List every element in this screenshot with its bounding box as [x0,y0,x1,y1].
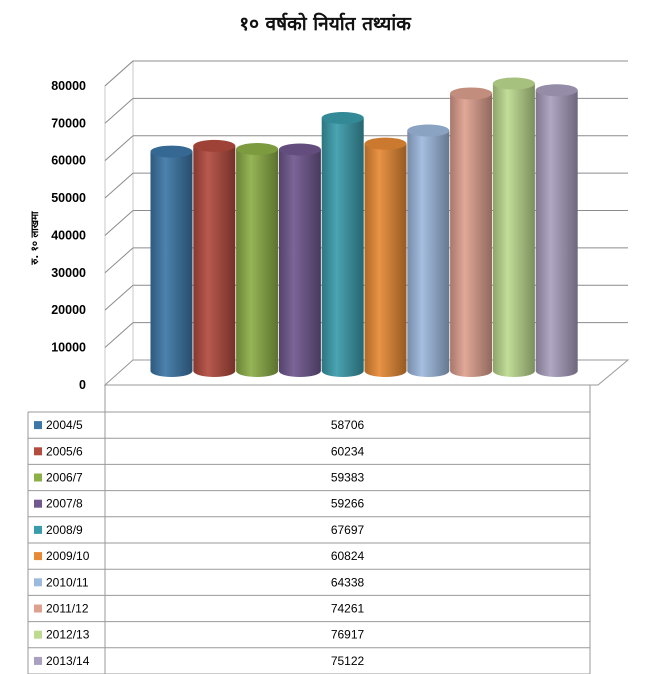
data-label: 58706 [331,418,365,432]
legend-swatch [34,552,42,561]
bar [236,143,279,377]
category-label: 2013/14 [46,654,90,668]
bar-top [450,87,493,100]
bars [150,77,578,378]
bar-body [450,93,493,377]
bar-top [321,111,364,124]
legend-swatch [34,473,42,482]
category-label: 2011/12 [46,602,89,616]
data-label: 59266 [331,497,365,511]
y-tick-label: 30000 [51,266,86,280]
legend-swatch [34,421,42,430]
category-label: 2012/13 [46,628,90,642]
bar-top [150,145,193,158]
legend-swatch [34,525,42,534]
y-tick-label: 10000 [51,341,86,355]
y-tick-label: 20000 [51,303,86,317]
gridline-side [104,172,134,199]
bar-top [535,84,578,97]
bar-top [193,139,236,152]
category-label: 2006/7 [46,471,83,485]
bar-body [492,83,535,378]
bar-top [236,143,279,156]
gridline-side [104,247,134,274]
bar-top [492,77,535,90]
bar [535,84,578,378]
chart-title: १० वर्षको निर्यात तथ्यांक [239,12,412,35]
category-label: 2004/5 [46,418,83,432]
legend-swatch [34,578,42,587]
legend-swatch [34,499,42,508]
y-tick-label: 0 [79,378,86,392]
category-label: 2010/11 [46,575,89,589]
gridline-side [104,210,134,236]
data-label: 67697 [331,523,365,537]
data-label: 76917 [331,628,365,642]
bar-body [535,90,578,378]
bar-top [364,137,407,150]
bar-body [193,145,236,377]
gridline-side [104,98,134,124]
data-label: 64338 [331,575,365,589]
bar [193,139,236,377]
bar [364,137,407,377]
data-label: 75122 [331,654,365,668]
y-axis-ticks: 0 10000 20000 30000 40000 50000 60000 70000 8000… [51,79,86,392]
y-tick-label: 40000 [51,228,86,242]
gridline-side [104,135,134,162]
category-label: 2009/10 [46,549,90,563]
bar-top [278,143,321,156]
category-label: 2007/8 [46,497,83,511]
y-tick-label: 70000 [51,116,86,130]
bar-body [150,151,193,377]
bar-body [321,117,364,377]
bar-body [278,149,321,377]
gridline-side [104,60,134,87]
category-label: 2008/9 [46,523,83,537]
y-tick-label: 50000 [51,191,86,205]
bar [321,111,364,377]
legend-swatch [34,447,42,456]
data-table: 2004/5 58706 2005/6 60234 2006/7 59383 2007/8 5… [27,385,591,674]
data-label: 60234 [331,444,365,458]
category-label: 2005/6 [46,444,83,458]
bar-body [236,149,279,377]
bar-body [364,143,407,377]
gridline-side [104,322,134,348]
data-label: 59383 [331,471,365,485]
y-tick-label: 80000 [51,79,86,93]
gridline-side [104,284,134,311]
bar [278,143,321,377]
legend-swatch [34,656,42,665]
bar [492,77,535,378]
bar [450,87,493,377]
data-label: 74261 [331,602,365,616]
legend-swatch [34,604,42,613]
bar [150,145,193,377]
legend-swatch [34,630,42,639]
bar-top [407,124,450,137]
bar-body [407,130,450,377]
y-axis-label: रु. १० लाखमा [30,211,41,266]
data-label: 60824 [331,549,365,563]
y-tick-label: 60000 [51,154,86,168]
bar [407,124,450,377]
